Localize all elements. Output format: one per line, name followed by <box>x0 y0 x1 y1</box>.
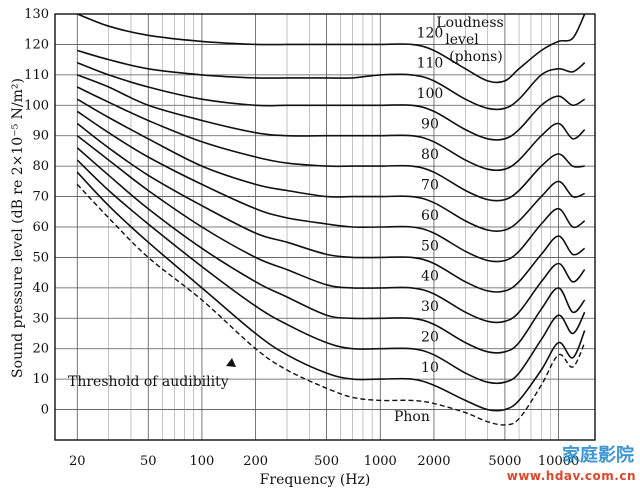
phon-label: Phon <box>394 409 430 425</box>
curve-label-80: 80 <box>421 147 439 163</box>
loudness-curve-80 <box>76 86 585 202</box>
curve-label-20: 20 <box>421 330 439 346</box>
curve-label-120: 120 <box>417 25 444 41</box>
y-tick-label: 50 <box>32 250 49 265</box>
y-tick-label: 120 <box>24 37 49 52</box>
curve-label-70: 70 <box>421 177 439 193</box>
x-tick-label: 50 <box>140 454 157 469</box>
loudness-curve-120 <box>77 13 586 84</box>
legend-title-line: (phons) <box>449 49 503 65</box>
y-tick-label: 70 <box>32 190 49 205</box>
loudness-curve-60 <box>76 110 586 263</box>
legend-title-line: Loudness <box>436 15 503 31</box>
y-tick-label: 60 <box>32 220 49 235</box>
curve-label-10: 10 <box>421 360 439 376</box>
curves: 10 20 30 40 50 60 70 80 90 100 110 120 <box>76 13 586 426</box>
y-tick-label: 40 <box>32 281 49 296</box>
x-tick-label: 2000 <box>417 454 450 469</box>
y-tick-label: 130 <box>24 7 49 22</box>
y-tick-label: 80 <box>32 159 49 174</box>
loudness-curve-50 <box>76 122 586 293</box>
watermark-url: www.hdav.com.cn <box>506 469 636 483</box>
y-tick-label: 20 <box>32 342 49 357</box>
loudness-curve-40 <box>76 135 586 324</box>
y-tick-label: 0 <box>41 403 49 418</box>
loudness-curve-10 <box>76 171 586 412</box>
x-tick-label: 100 <box>190 454 215 469</box>
x-tick-label: 200 <box>243 454 268 469</box>
x-tick-label: 20 <box>69 454 86 469</box>
curve-label-100: 100 <box>417 86 444 102</box>
loudness-curve-70 <box>76 98 585 232</box>
watermark-logo: 家庭影院 <box>562 445 634 466</box>
curve-label-50: 50 <box>421 238 439 254</box>
y-tick-label: 100 <box>24 98 49 113</box>
curve-label-60: 60 <box>421 208 439 224</box>
plot-frame <box>54 13 596 441</box>
threshold-arrow-icon <box>226 358 236 367</box>
x-tick-label: 5000 <box>488 454 521 469</box>
loudness-curve-90 <box>77 74 586 172</box>
x-tick-label: 1000 <box>364 454 397 469</box>
loudness-curve-110 <box>77 49 586 111</box>
y-tick-label: 30 <box>32 311 49 326</box>
ticks: 0 10 20 30 40 50 60 70 80 90 100 110 120 130 20 50 100 20… <box>24 7 579 469</box>
y-tick-label: 90 <box>32 129 49 144</box>
y-axis-label: Sound pressure level (dB re 2×10⁻⁵ N/m²) <box>10 78 26 378</box>
curve-label-110: 110 <box>417 56 444 72</box>
x-axis-label: Frequency (Hz) <box>260 472 371 488</box>
threshold-curve <box>76 183 586 426</box>
legend-title-line: level <box>445 32 479 48</box>
y-tick-label: 110 <box>24 68 49 83</box>
curve-label-30: 30 <box>421 299 439 315</box>
x-tick-label: 10000 <box>538 454 579 469</box>
curve-label-90: 90 <box>421 117 439 133</box>
y-tick-label: 10 <box>32 372 49 387</box>
loudness-curve-30 <box>76 147 586 354</box>
loudness-curve-20 <box>76 159 586 385</box>
loudness-curve-100 <box>77 61 586 141</box>
curve-label-40: 40 <box>421 269 439 285</box>
threshold-label: Threshold of audibility <box>68 374 229 390</box>
x-tick-label: 500 <box>314 454 339 469</box>
